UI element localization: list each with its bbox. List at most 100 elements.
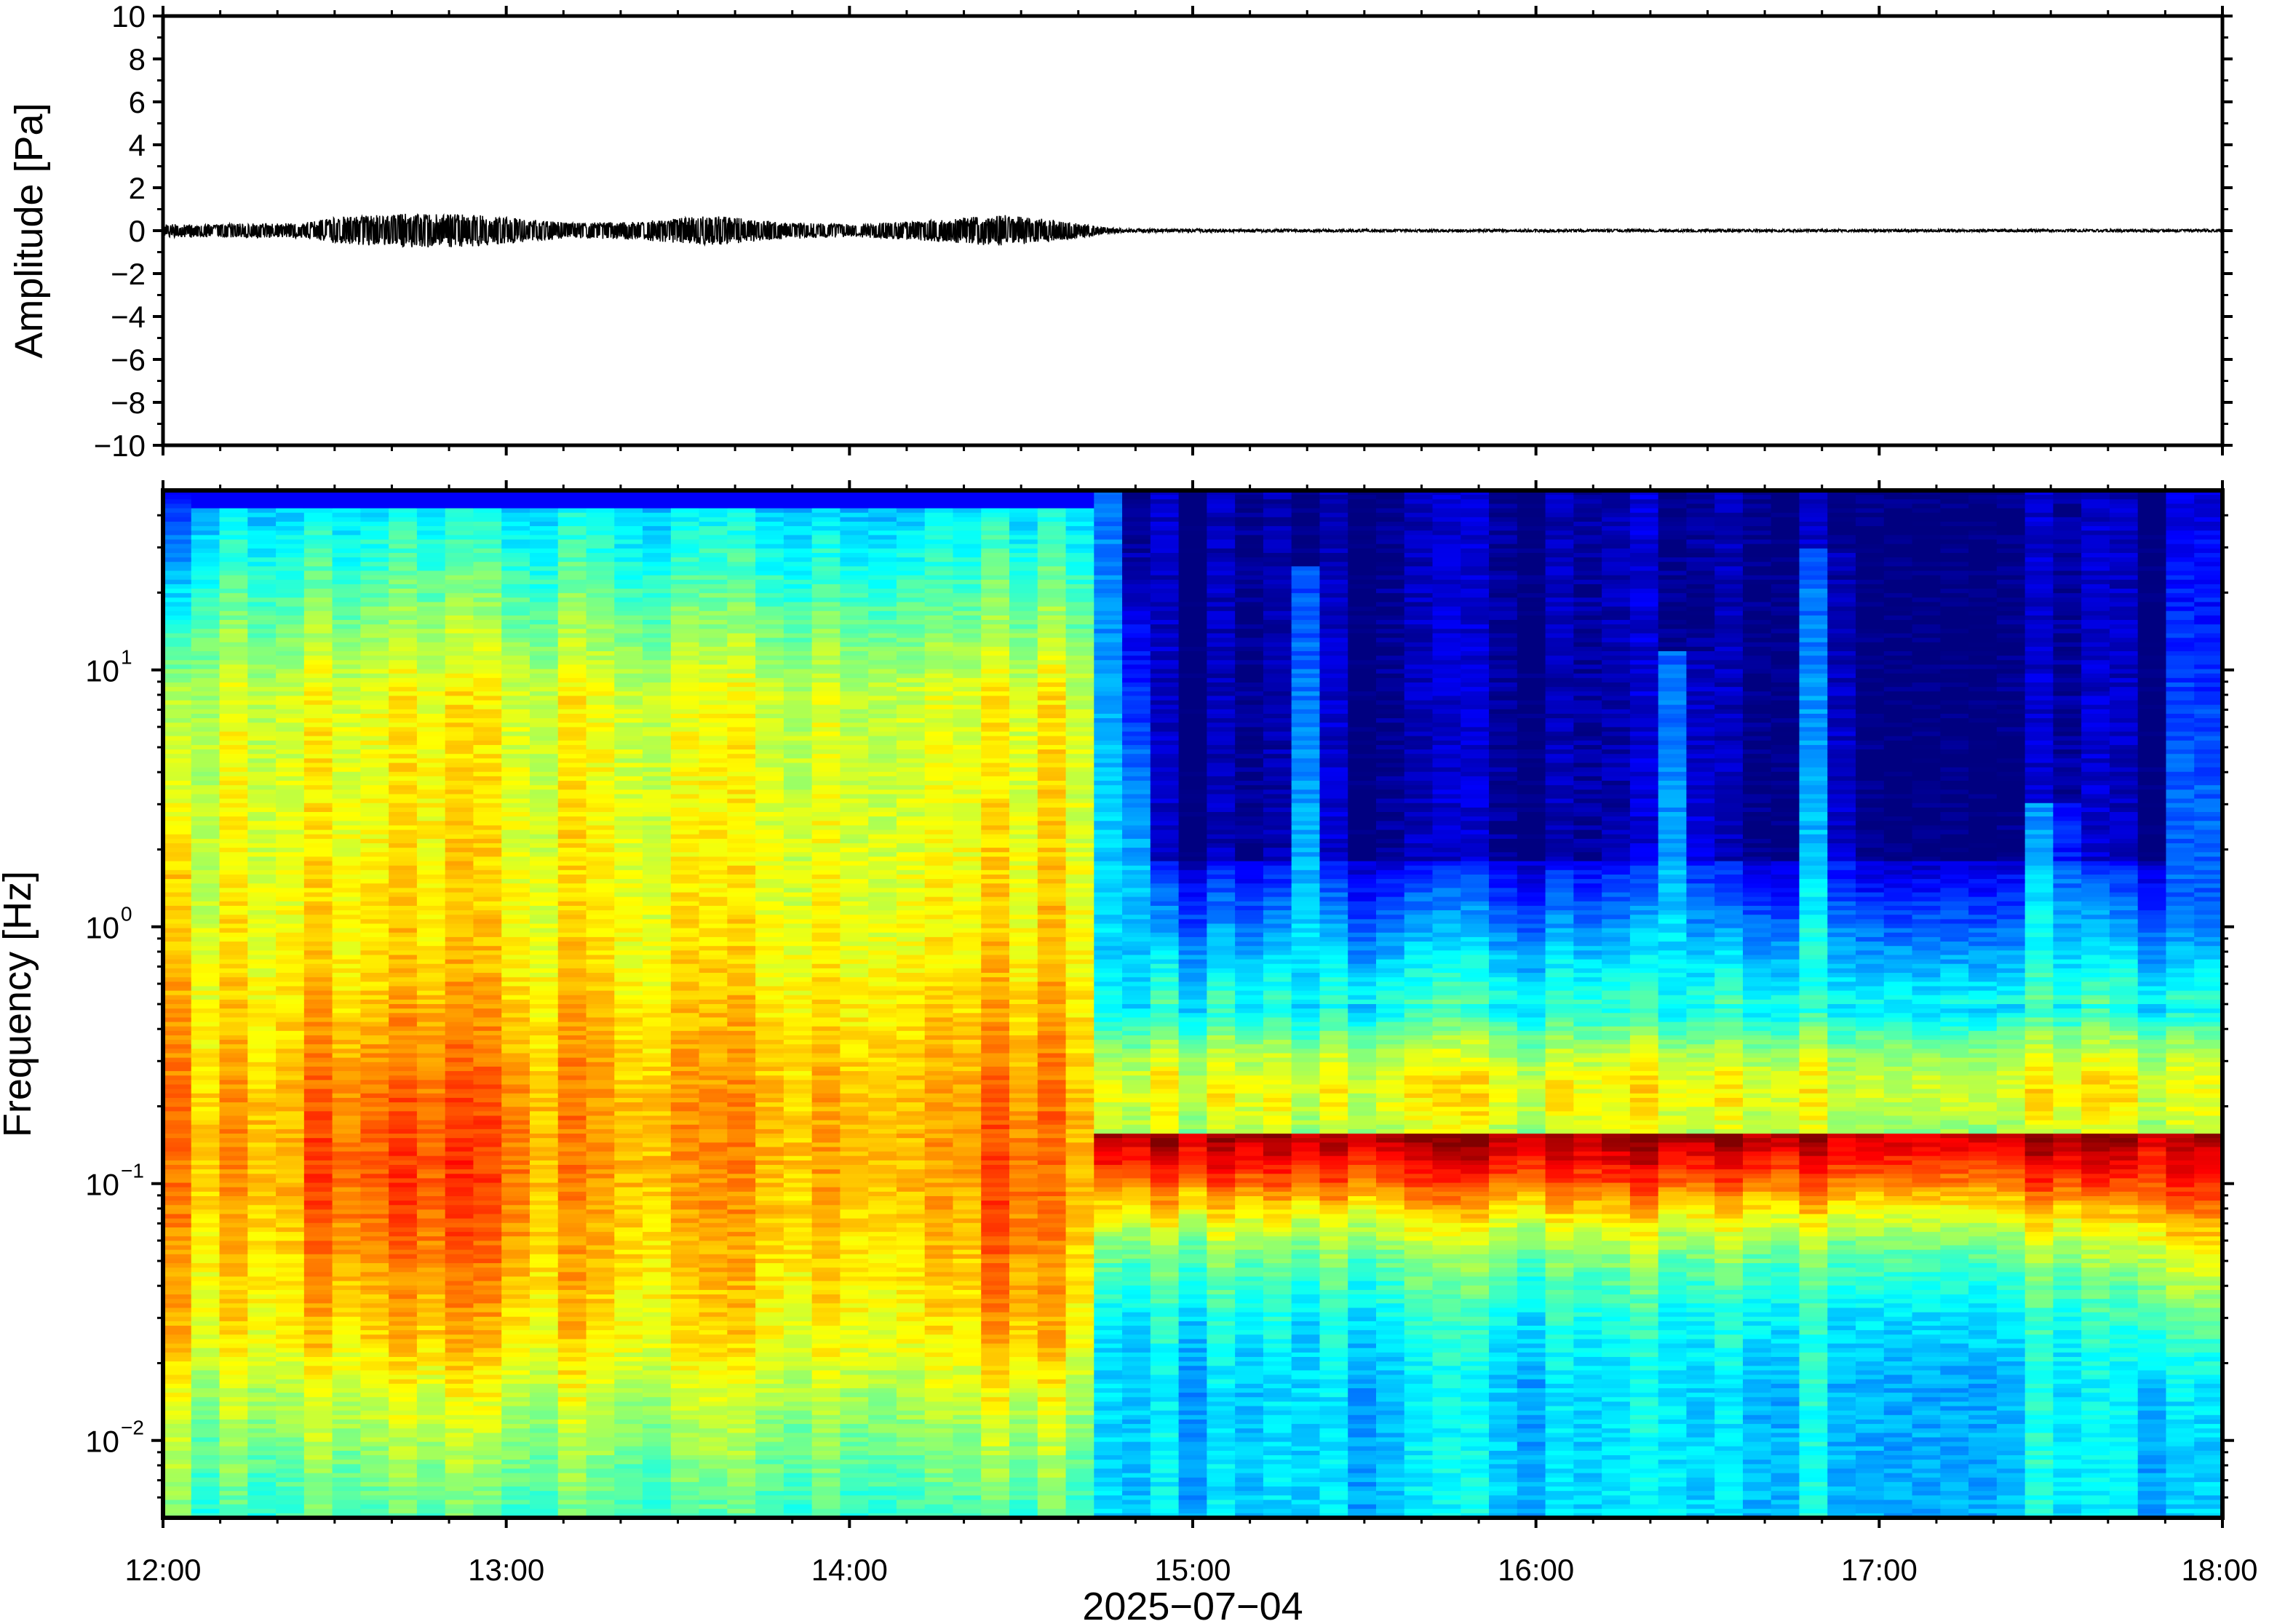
spectrogram-cell xyxy=(303,709,333,715)
spectrogram-cell xyxy=(389,928,418,934)
spectrogram-cell xyxy=(445,834,474,840)
spectrogram-cell xyxy=(219,1169,249,1174)
spectrogram-cell xyxy=(643,1241,672,1246)
spectrogram-cell xyxy=(643,517,672,522)
spectrogram-cell xyxy=(586,1263,616,1268)
spectrogram-cell xyxy=(614,1080,643,1086)
spectrogram-cell xyxy=(445,1254,474,1259)
spectrogram-cell xyxy=(276,1165,305,1170)
spectrogram-cell xyxy=(445,919,474,925)
spectrogram-cell xyxy=(557,869,587,875)
spectrogram-cell xyxy=(303,1151,333,1157)
spectrogram-cell xyxy=(276,1406,305,1412)
spectrogram-cell xyxy=(529,901,559,907)
spectrogram-cell xyxy=(473,691,503,696)
spectrogram-cell xyxy=(670,740,700,746)
spectrogram-cell xyxy=(389,1383,418,1389)
spectrogram-cell xyxy=(557,1352,587,1358)
spectrogram-cell xyxy=(529,1013,559,1019)
spectrogram-cell xyxy=(389,1040,418,1045)
spectrogram-cell xyxy=(247,1330,277,1335)
spectrogram-cell xyxy=(219,1209,249,1215)
spectrogram-cell xyxy=(360,1383,389,1389)
spectrogram-cell xyxy=(473,1182,503,1188)
spectrogram-cell xyxy=(416,1289,446,1295)
spectrogram-cell xyxy=(614,642,643,648)
spectrogram-cell xyxy=(643,982,672,987)
spectrogram-cell xyxy=(163,656,192,661)
spectrogram-cell xyxy=(699,704,728,710)
spectrogram-cell xyxy=(332,879,362,884)
spectrogram-cell xyxy=(529,1232,559,1237)
spectrogram-cell xyxy=(614,1053,643,1059)
spectrogram-column xyxy=(303,490,333,1518)
spectrogram-cell xyxy=(360,789,389,795)
spectrogram-cell xyxy=(416,1205,446,1210)
spectrogram-cell xyxy=(276,1330,305,1335)
spectrogram-cell xyxy=(670,1316,700,1322)
spectrogram-cell xyxy=(670,1209,700,1215)
spectrogram-cell xyxy=(643,1218,672,1224)
spectrogram-cell xyxy=(247,1227,277,1233)
spectrogram-cell xyxy=(445,696,474,701)
spectrogram-cell xyxy=(389,865,418,871)
spectrogram-cell xyxy=(586,700,616,706)
spectrogram-cell xyxy=(332,771,362,777)
spectrogram-cell xyxy=(670,1111,700,1117)
spectrogram-cell xyxy=(389,700,418,706)
spectrogram-cell xyxy=(586,1361,616,1366)
spectrogram-cell xyxy=(614,1481,643,1487)
spectrogram-cell xyxy=(670,1214,700,1219)
spectrogram-cell xyxy=(332,1433,362,1438)
spectrogram-cell xyxy=(501,843,531,848)
spectrogram-cell xyxy=(699,736,728,741)
spectrogram-cell xyxy=(219,1013,249,1019)
spectrogram-cell xyxy=(191,1477,220,1483)
spectrogram-cell xyxy=(219,838,249,844)
spectrogram-cell xyxy=(191,562,220,567)
spectrogram-cell xyxy=(247,843,277,848)
spectrogram-cell xyxy=(586,1370,616,1376)
spectrogram-cell xyxy=(191,803,220,808)
spectrogram-cell xyxy=(529,1272,559,1278)
spectrogram-cell xyxy=(501,1294,531,1299)
spectrogram-cell xyxy=(501,526,531,531)
spectrogram-cell xyxy=(586,508,616,514)
spectrogram-cell xyxy=(163,1267,192,1273)
spectrogram-cell xyxy=(163,856,192,862)
spectrogram-cell xyxy=(163,749,192,755)
spectrogram-cell xyxy=(501,593,531,598)
spectrogram-cell xyxy=(586,1491,616,1496)
spectrogram-cell xyxy=(389,1030,418,1036)
spectrogram-cell xyxy=(557,723,587,728)
spectrogram-cell xyxy=(191,1366,220,1372)
spectrogram-cell xyxy=(670,888,700,893)
spectrogram-cell xyxy=(191,1107,220,1112)
spectrogram-cell xyxy=(529,1022,559,1027)
spectrogram-cell xyxy=(586,731,616,737)
spectrogram-cell xyxy=(360,1481,389,1487)
spectrogram-cell xyxy=(501,704,531,710)
spectrogram-cell xyxy=(501,910,531,915)
spectrogram-cell xyxy=(445,771,474,777)
spectrogram-cell xyxy=(191,1084,220,1090)
spectrogram-cell xyxy=(643,597,672,603)
spectrogram-cell xyxy=(332,1093,362,1099)
spectrogram-cell xyxy=(416,1178,446,1184)
spectrogram-cell xyxy=(303,1075,333,1080)
spectrogram-cell xyxy=(416,1093,446,1099)
spectrogram-cell xyxy=(247,1272,277,1278)
spectrogram-cell xyxy=(473,1428,503,1433)
spectrogram-cell xyxy=(303,1486,333,1492)
spectrogram-cell xyxy=(416,597,446,603)
spectrogram-cell xyxy=(643,723,672,728)
spectrogram-cell xyxy=(529,959,559,965)
spectrogram-cell xyxy=(303,584,333,589)
spectrogram-cell xyxy=(191,812,220,817)
spectrogram-cell xyxy=(163,691,192,696)
spectrogram-cell xyxy=(727,490,756,495)
spectrogram-cell xyxy=(473,1410,503,1416)
spectrogram-cell xyxy=(332,950,362,956)
spectrogram-cell xyxy=(360,731,389,737)
spectrogram-cell xyxy=(247,1397,277,1402)
